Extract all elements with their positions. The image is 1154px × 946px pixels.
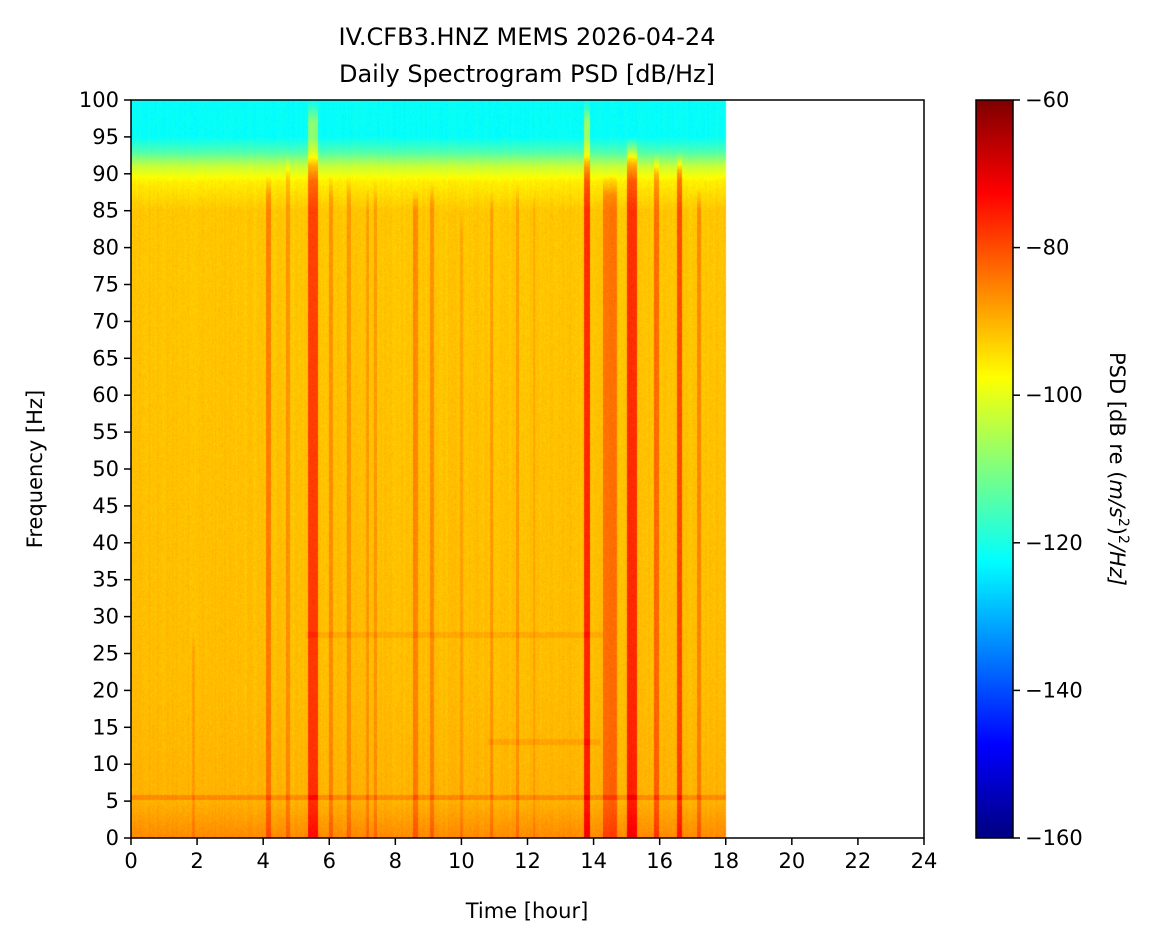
y-tick-label: 35 <box>92 568 119 592</box>
x-tick-label: 2 <box>190 849 203 873</box>
colorbar-label-sup2: 2 <box>1115 535 1131 544</box>
colorbar-ticks: −60 −80 −100 −120 −140 −160 <box>1013 88 1083 850</box>
x-tick-label: 22 <box>845 849 872 873</box>
x-tick-label: 18 <box>712 849 739 873</box>
y-tick-label: 20 <box>92 678 119 702</box>
spectrogram-plot-area <box>130 99 925 839</box>
colorbar-frame <box>975 99 1014 839</box>
y-tick-label: 70 <box>92 309 119 333</box>
chart-subtitle: Daily Spectrogram PSD [dB/Hz] <box>339 60 715 88</box>
y-axis-label: Frequency [Hz] <box>23 390 47 548</box>
x-tick-label: 8 <box>389 849 402 873</box>
colorbar-label: PSD [dB re (m/s2)2/Hz] <box>1105 352 1131 586</box>
y-tick-label: 0 <box>106 826 119 850</box>
y-tick-label: 55 <box>92 420 119 444</box>
colorbar-label-sup: 2 <box>1115 518 1131 527</box>
colorbar-tick-label: −60 <box>1025 88 1069 112</box>
y-tick-label: 60 <box>92 383 119 407</box>
x-tick-label: 24 <box>911 849 938 873</box>
y-tick-label: 30 <box>92 605 119 629</box>
colorbar-tick-label: −80 <box>1025 236 1069 260</box>
x-tick-label: 10 <box>448 849 475 873</box>
colorbar-tick-label: −120 <box>1025 531 1083 555</box>
x-tick-label: 6 <box>323 849 336 873</box>
colorbar-tick-label: −160 <box>1025 826 1083 850</box>
x-tick-label: 16 <box>646 849 673 873</box>
y-tick-label: 65 <box>92 346 119 370</box>
colorbar-gradient <box>976 100 1013 838</box>
x-tick-label: 20 <box>778 849 805 873</box>
y-axis: 0 5 10 15 20 25 30 35 40 45 50 55 60 65 70 75 80 85 90 95 10… <box>79 88 131 850</box>
colorbar-gradient-wrapper <box>976 100 1013 838</box>
y-tick-label: 5 <box>106 789 119 813</box>
colorbar-tick-label: −140 <box>1025 678 1083 702</box>
y-tick-label: 40 <box>92 531 119 555</box>
y-tick-label: 95 <box>92 125 119 149</box>
colorbar: −60−80−100−120−140−160 PSD [dB re (m/s2)… <box>975 88 1131 850</box>
y-tick-label: 25 <box>92 642 119 666</box>
x-axis: 0 2 4 6 8 10 12 14 16 18 20 22 24 <box>124 838 937 873</box>
chart-title: IV.CFB3.HNZ MEMS 2026-04-24 <box>339 23 716 51</box>
y-tick-label: 50 <box>92 457 119 481</box>
colorbar-label-mid: ) <box>1105 527 1129 535</box>
y-tick-label: 100 <box>79 88 119 112</box>
y-tick-label: 45 <box>92 494 119 518</box>
x-tick-label: 12 <box>514 849 541 873</box>
x-tick-label: 0 <box>124 849 137 873</box>
y-tick-label: 10 <box>92 752 119 776</box>
spectrogram-image-wrapper <box>131 100 924 838</box>
colorbar-label-unit: m/s <box>1105 479 1129 518</box>
y-tick-label: 80 <box>92 236 119 260</box>
colorbar-label-prefix: PSD [dB re ( <box>1105 352 1129 479</box>
y-tick-label: 85 <box>92 199 119 223</box>
colorbar-tick-label: −100 <box>1025 383 1083 407</box>
x-tick-label: 14 <box>580 849 607 873</box>
spectrogram-image <box>131 100 924 838</box>
x-axis-label: Time [hour] <box>465 899 589 923</box>
y-tick-label: 90 <box>92 162 119 186</box>
y-tick-label: 75 <box>92 273 119 297</box>
x-tick-label: 4 <box>256 849 269 873</box>
colorbar-label-tail: /Hz] <box>1105 542 1129 586</box>
y-tick-label: 15 <box>92 715 119 739</box>
